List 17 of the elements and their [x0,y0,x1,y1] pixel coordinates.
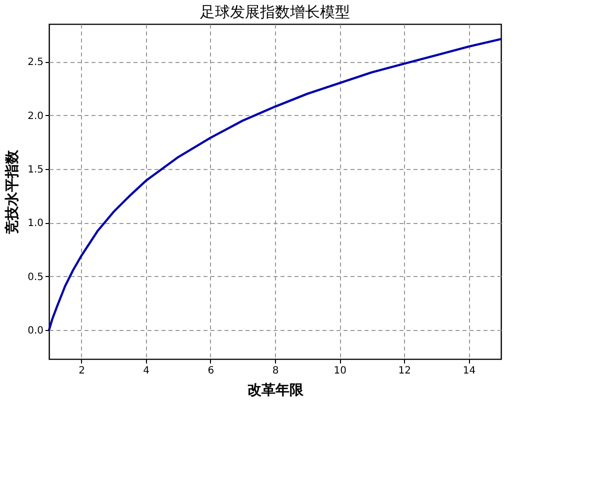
y-tick-label: 2.0 [28,110,44,122]
x-tick-label: 10 [334,366,346,376]
x-tick-label: 6 [208,366,214,376]
y-tick-label: 1.5 [28,164,44,176]
x-tick-label: 2 [78,366,85,376]
y-tick-label: 0.0 [28,326,44,337]
x-tick-label: 4 [143,366,150,376]
x-tick-label: 12 [398,366,412,376]
chart-title: 足球发展指数增长模型 [200,3,350,21]
y-tick-label: 2.5 [28,57,44,68]
y-tick-label: 0.5 [28,272,44,283]
x-tick-label: 14 [462,366,476,376]
y-axis-title: 竞技水平指数 [4,149,21,235]
x-tick-label: 8 [272,366,279,376]
y-tick-label: 1.0 [28,218,44,230]
x-axis-title: 改革年限 [248,382,304,398]
line-series [48,38,502,332]
